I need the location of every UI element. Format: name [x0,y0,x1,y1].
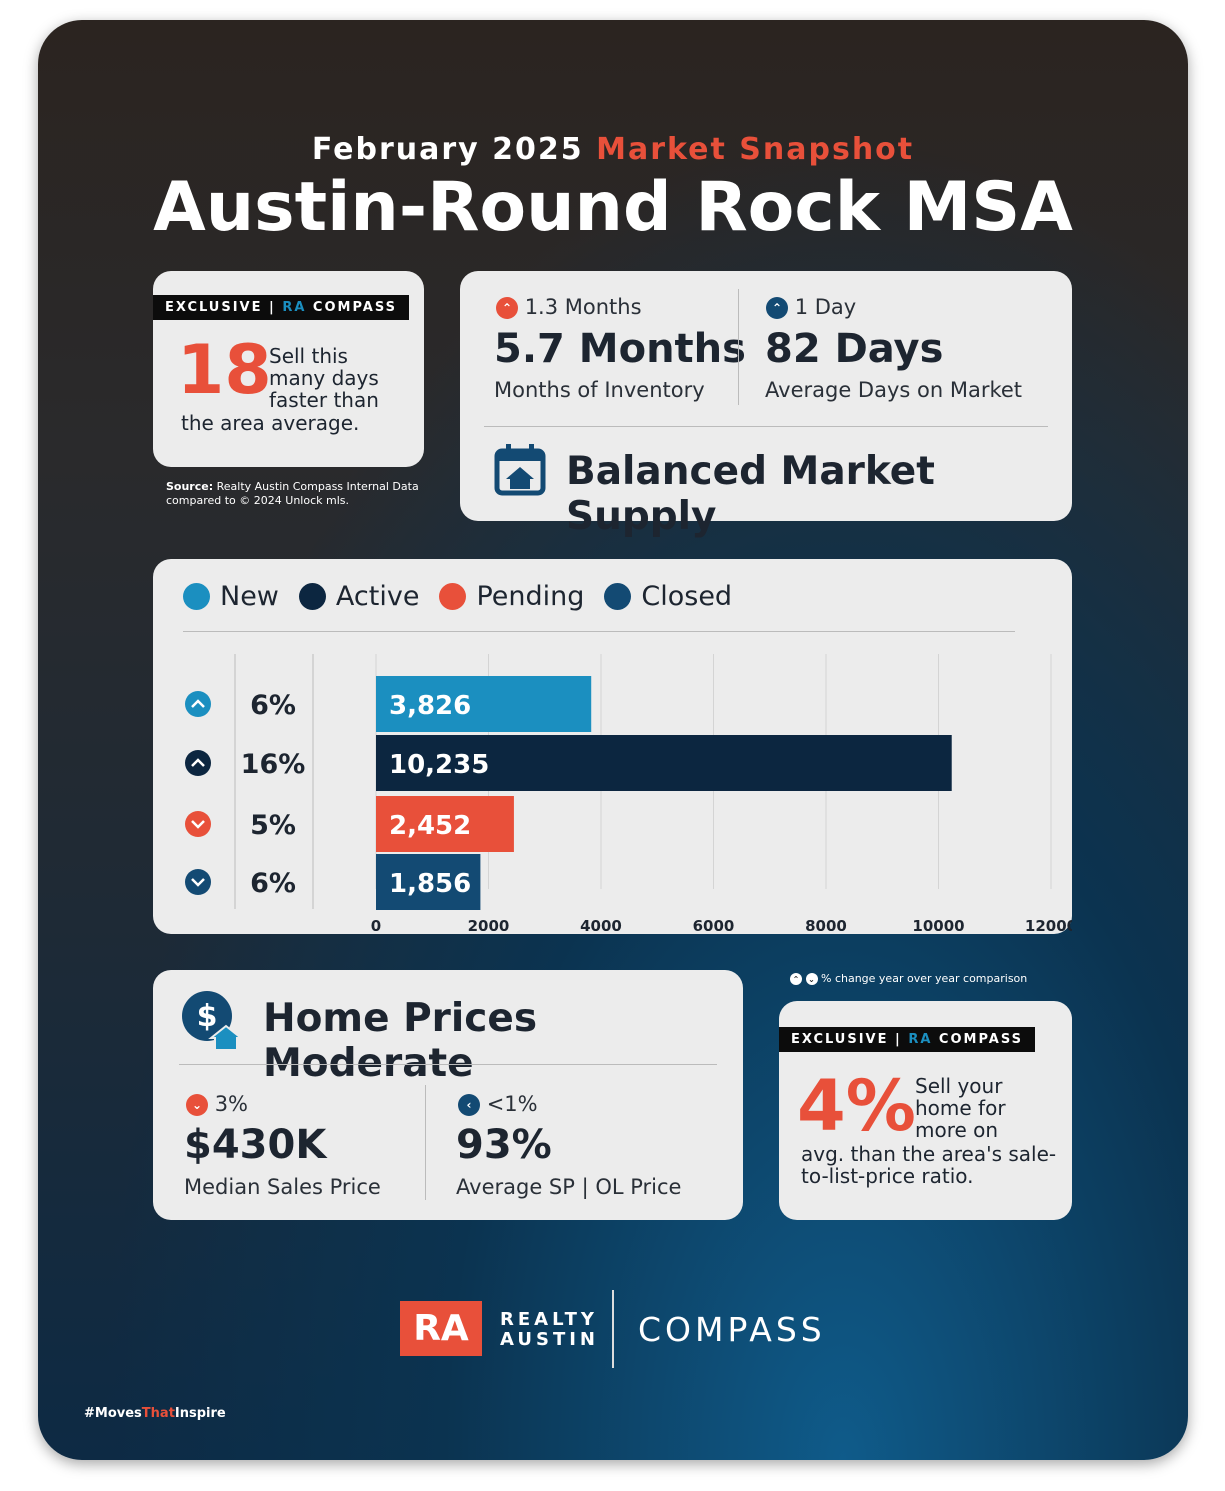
legend-item-active: Active [298,581,420,612]
inventory-value: 5.7 Months [494,326,746,372]
supply-headline: Balanced Market Supply [566,449,935,539]
chevron-up-icon: ⌃ [766,297,788,319]
x-tick-label: 4000 [580,917,622,934]
days-text-bottom: the area average. [181,411,360,435]
realty-austin-logo: RA [400,1301,482,1356]
chevron-up-icon: ⌃ [496,297,518,319]
x-tick-label: 6000 [693,917,735,934]
supply-card: ⌃ 1.3 Months 5.7 Months Months of Invent… [460,271,1072,539]
bar-closed [376,854,481,910]
chevron-glyph [191,699,205,708]
ratio-value: 93% [456,1122,552,1168]
legend-swatch [183,583,210,610]
median-label: Median Sales Price [184,1175,381,1199]
legend-label: New [220,581,279,612]
chevron-up-icon [185,750,211,776]
x-tick-label: 2000 [468,917,510,934]
infographic: February 2025 Market Snapshot Austin-Rou… [38,20,1188,1460]
prices-headline: Home Prices Moderate [263,996,538,1086]
change-percent: 6% [250,868,296,899]
x-tick-label: 10000 [912,917,964,934]
days-text: Sell this many days faster than [269,344,379,412]
legend-label: Pending [476,581,585,612]
inventory-change: ⌃ 1.3 Months [496,295,642,319]
ratio-label: Average SP | OL Price [456,1175,682,1199]
exclusive-tag: EXCLUSIVE | RA COMPASS [153,295,409,320]
chevron-glyph [191,878,205,887]
chart-legend: New Active Pending Closed [183,581,732,612]
change-percent: 5% [250,810,296,841]
legend-swatch [439,583,467,610]
x-tick-label: 0 [371,917,381,934]
bar-active [376,735,952,791]
x-tick-label: 8000 [805,917,847,934]
dollar-house-icon: $ [182,991,243,1051]
legend-item-new: New [183,581,279,612]
chevron-left-icon: ‹ [458,1094,480,1116]
chevron-up-icon: ⌃ [790,973,802,985]
bar-pending [376,796,514,852]
legend-label: Closed [641,581,733,612]
change-note: ⌃ ⌄ % change year over year comparison [790,972,1027,985]
x-tick-label: 12000 [1025,917,1072,934]
chevron-glyph [191,820,205,829]
listings-chart-card: New Active Pending Closed 0 2000 4000 6000 8000… [153,559,1072,934]
bar-value-label: 3,826 [389,691,471,721]
change-percent: 6% [250,690,296,721]
sale-ratio-card: EXCLUSIVE | RA COMPASS 4% Sell your home… [779,1001,1072,1220]
chevron-down-icon: ⌄ [805,973,818,985]
ratio-number: 4% [797,1065,916,1147]
divider [738,289,739,405]
median-value: $430K [184,1122,327,1168]
bar-chart: 0 2000 4000 6000 8000 10000 12000 3,826 6% 10,235… [185,654,1072,934]
ratio-text: Sell your home for more on [915,1074,1006,1142]
legend-swatch [604,583,632,610]
date: February 2025 [311,132,584,167]
divider [484,426,1048,427]
days-number: 18 [177,331,272,410]
dom-value: 82 Days [765,326,944,372]
divider [179,1064,717,1065]
dom-change: ⌃ 1 Day [766,295,856,319]
legend-swatch [298,583,326,610]
chevron-up-icon [185,691,211,717]
hashtag: #MovesThatInspire [84,1406,226,1421]
page-title: Austin-Round Rock MSA [153,168,1073,247]
inventory-label: Months of Inventory [494,378,705,402]
days-faster-card: EXCLUSIVE | RA COMPASS 18 Sell this many… [153,271,424,467]
divider [425,1085,426,1200]
chevron-down-icon: ⌄ [186,1094,208,1116]
chevron-glyph [191,758,205,767]
exclusive-tag: EXCLUSIVE | RA COMPASS [779,1027,1035,1052]
change-percent: 16% [241,749,306,780]
dom-label: Average Days on Market [765,378,1023,402]
bar-new [376,676,592,732]
legend-item-closed: Closed [604,581,732,612]
chevron-down-icon [185,869,211,895]
source-note: Source: Realty Austin Compass Internal D… [166,480,419,507]
bar-value-label: 2,452 [389,811,471,841]
snapshot-label: Market Snapshot [596,132,915,167]
ratio-text-bottom: avg. than the area's sale-to-list-price … [801,1142,1057,1188]
svg-text:$: $ [197,999,218,1034]
prices-card: $ Home Prices Moderate ⌄ 3% $430K Median… [153,970,743,1220]
divider [183,631,1015,632]
ratio-change: ‹ <1% [458,1092,538,1116]
realty-austin-wordmark: REALTY AUSTIN [500,1309,599,1350]
bar-value-label: 1,856 [389,869,471,899]
chevron-down-icon [185,811,211,837]
subtitle: February 2025 Market Snapshot [38,132,1188,167]
legend-item-pending: Pending [439,581,584,612]
compass-logo: COMPASS [638,1310,826,1349]
divider [612,1290,614,1368]
legend-label: Active [335,581,420,612]
calendar-house-icon [494,444,546,496]
median-change: ⌄ 3% [186,1092,248,1116]
bar-value-label: 10,235 [389,750,489,780]
